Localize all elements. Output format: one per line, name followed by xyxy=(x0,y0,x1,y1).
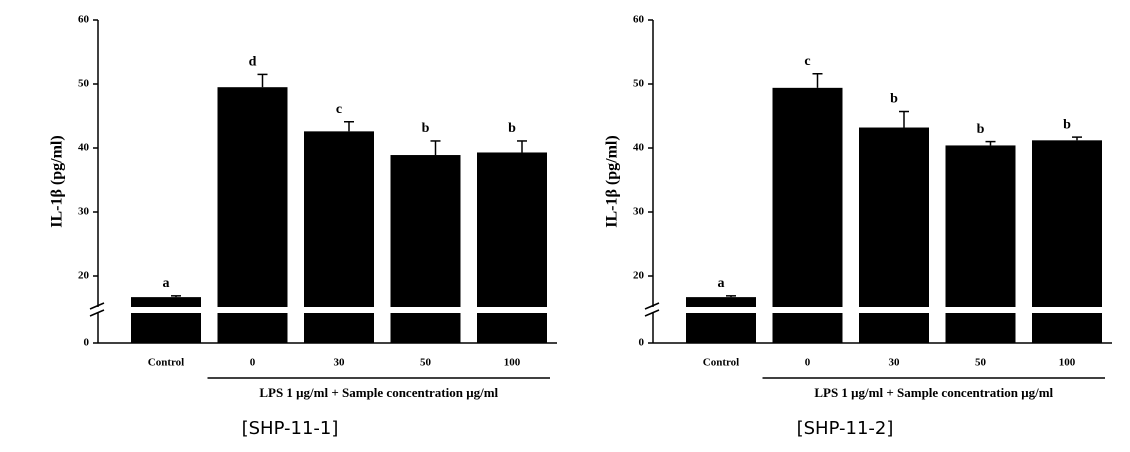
y-tick-label: 40 xyxy=(78,142,90,154)
significance-letter: d xyxy=(249,55,257,70)
caption: [SHP-11-1] xyxy=(242,418,339,439)
significance-letter: b xyxy=(508,121,516,136)
x-tick-label: Control xyxy=(148,357,184,369)
bar xyxy=(131,297,201,343)
significance-letter: a xyxy=(163,276,170,291)
y-tick-label: 50 xyxy=(78,78,90,90)
axis-break-mark xyxy=(644,302,660,310)
bar xyxy=(217,87,288,343)
significance-letter: a xyxy=(718,276,725,291)
x-tick-label: 50 xyxy=(420,357,432,369)
y-tick-label: 0 xyxy=(84,337,90,349)
x-tick-label: 0 xyxy=(805,357,811,369)
axis-break-gap xyxy=(647,307,1112,313)
axis-break-gap xyxy=(92,307,557,313)
axis-break-mark xyxy=(89,302,105,310)
axis-break-mark xyxy=(89,309,105,317)
x-tick-label: 100 xyxy=(1059,357,1076,369)
x-tick-label: 0 xyxy=(250,357,256,369)
y-tick-label: 30 xyxy=(78,206,90,218)
x-tick-label: 50 xyxy=(975,357,987,369)
significance-letter: b xyxy=(890,92,898,107)
y-axis-label: IL-1β (pg/ml) xyxy=(49,135,66,227)
y-tick-label: 0 xyxy=(639,337,645,349)
significance-letter: c xyxy=(804,54,810,69)
significance-letter: b xyxy=(1063,117,1071,132)
y-tick-label: 20 xyxy=(78,270,90,282)
y-tick-label: 50 xyxy=(633,78,645,90)
y-axis-label: IL-1β (pg/ml) xyxy=(604,135,621,227)
x-tick-label: Control xyxy=(703,357,739,369)
x-axis-label: LPS 1 μg/ml + Sample concentration μg/ml xyxy=(259,385,498,400)
bar xyxy=(477,152,547,343)
y-tick-label: 60 xyxy=(633,14,645,26)
y-tick-label: 60 xyxy=(78,14,90,26)
bar xyxy=(686,297,756,343)
y-tick-label: 40 xyxy=(633,142,645,154)
x-tick-label: 30 xyxy=(889,357,901,369)
significance-letter: b xyxy=(422,121,430,136)
axis-break-mark xyxy=(644,309,660,317)
x-tick-label: 30 xyxy=(334,357,346,369)
bar xyxy=(390,155,461,343)
y-tick-label: 20 xyxy=(633,270,645,282)
caption: [SHP-11-2] xyxy=(797,418,894,439)
bar xyxy=(945,145,1016,343)
bar xyxy=(772,87,843,343)
y-tick-label: 30 xyxy=(633,206,645,218)
x-tick-label: 100 xyxy=(504,357,521,369)
significance-letter: b xyxy=(977,122,985,137)
x-axis-label: LPS 1 μg/ml + Sample concentration μg/ml xyxy=(814,385,1053,400)
significance-letter: c xyxy=(336,102,342,117)
